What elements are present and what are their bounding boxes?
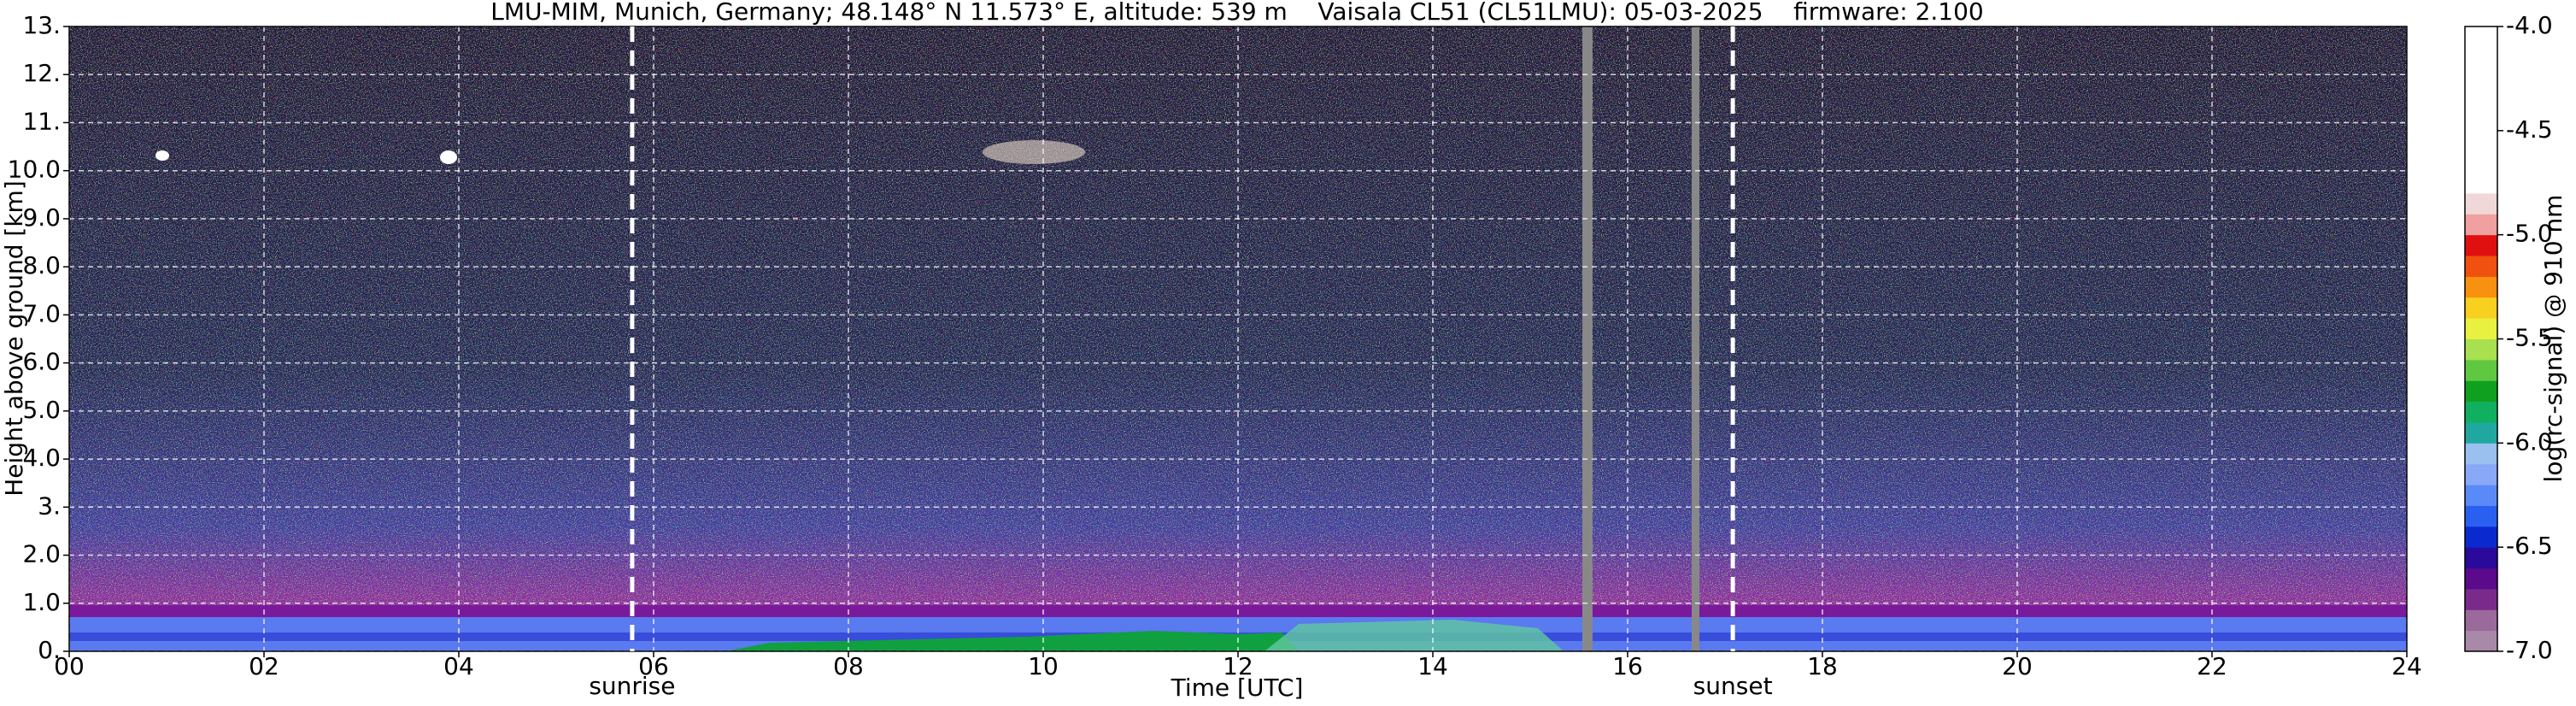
colorbar-swatch	[2465, 234, 2497, 256]
colorbar-swatch	[2465, 630, 2497, 652]
colorbar-tick-label: -6.5	[2506, 532, 2553, 560]
colorbar-swatch	[2465, 68, 2497, 90]
colorbar-swatch	[2465, 421, 2497, 444]
cloud-speck	[440, 150, 457, 164]
x-tick-label: 24	[2391, 652, 2422, 680]
x-tick-label: 02	[249, 652, 279, 680]
x-tick-label: 22	[2197, 652, 2227, 680]
x-tick-label: 06	[638, 652, 669, 680]
y-tick-label: 5.0	[22, 396, 61, 424]
x-tick-label: 12	[1223, 652, 1253, 680]
colorbar-swatch	[2465, 463, 2497, 485]
colorbar-swatch	[2465, 192, 2497, 215]
data-gap	[1692, 26, 1699, 651]
colorbar-swatch	[2465, 526, 2497, 548]
y-tick-label: 12.	[22, 59, 61, 87]
y-tick-label: 11.	[22, 107, 61, 135]
colorbar-swatch	[2465, 485, 2497, 506]
colorbar-swatch	[2465, 172, 2497, 194]
colorbar-swatch	[2465, 47, 2497, 69]
colorbar-tick-label: -6.0	[2506, 427, 2553, 456]
y-tick-label: 1.0	[22, 588, 61, 616]
colorbar-swatch	[2465, 109, 2497, 132]
y-tick-label: 9.0	[22, 203, 61, 232]
colorbar-swatch	[2465, 26, 2497, 48]
data-gap	[1582, 26, 1593, 651]
annotation-label: sunrise	[589, 672, 675, 700]
x-tick-label: 14	[1417, 652, 1448, 680]
colorbar-swatch	[2465, 256, 2497, 277]
green-layer	[726, 631, 1299, 651]
y-tick-label: 10.0	[8, 156, 61, 184]
colorbar-swatch	[2465, 588, 2497, 610]
y-tick-label: 0.	[38, 636, 61, 664]
colorbar-swatch	[2465, 89, 2497, 110]
x-tick-label: 00	[54, 652, 85, 680]
x-axis-label: Time [UTC]	[1171, 674, 1304, 702]
colorbar-tick-label: -4.0	[2506, 11, 2553, 39]
colorbar-swatch	[2465, 338, 2497, 361]
colorbar-swatch	[2465, 547, 2497, 569]
colorbar-swatch	[2465, 380, 2497, 403]
y-tick-label: 6.0	[22, 348, 61, 376]
colorbar-frame	[2464, 26, 2498, 652]
cloud-patch	[983, 140, 1085, 164]
colorbar-tick-label: -5.0	[2506, 220, 2553, 248]
colorbar-swatch	[2465, 276, 2497, 298]
x-tick-label: 08	[833, 652, 864, 680]
colorbar-swatch	[2465, 568, 2497, 590]
cloud-speck	[155, 150, 169, 161]
colorbar-swatch	[2465, 443, 2497, 465]
colorbar-tick-label: -4.5	[2506, 115, 2553, 144]
y-tick-label: 2.0	[22, 540, 61, 568]
colorbar-swatch	[2465, 318, 2497, 339]
annotation-label: sunset	[1693, 672, 1773, 700]
y-tick-label: 4.0	[22, 444, 61, 472]
y-tick-label: 8.0	[22, 251, 61, 279]
x-tick-label: 20	[2002, 652, 2033, 680]
x-tick-label: 16	[1612, 652, 1643, 680]
x-tick-label: 18	[1807, 652, 1838, 680]
colorbar-swatch	[2465, 505, 2497, 527]
chart-title: LMU-MIM, Munich, Germany; 48.148° N 11.5…	[490, 0, 1984, 26]
y-tick-label: 13.	[22, 11, 61, 39]
y-tick-label: 7.0	[22, 299, 61, 327]
y-tick-label: 3.	[38, 491, 61, 520]
colorbar-swatch	[2465, 359, 2497, 381]
x-tick-label: 10	[1028, 652, 1059, 680]
colorbar-swatch	[2465, 297, 2497, 319]
colorbar-swatch	[2465, 130, 2497, 152]
colorbar-swatch	[2465, 401, 2497, 423]
colorbar-label: log(rc-signal) @ 910 nm	[2539, 195, 2567, 483]
colorbar-swatch	[2465, 214, 2497, 236]
y-axis-label: Height above ground [km]	[0, 180, 28, 497]
cyan-layer	[1265, 620, 1564, 651]
colorbar-tick-label: -7.0	[2506, 636, 2553, 664]
colorbar-swatch	[2465, 151, 2497, 174]
colorbar-swatch	[2465, 609, 2497, 632]
x-tick-label: 04	[443, 652, 474, 680]
colorbar-tick-label: -5.5	[2506, 324, 2553, 352]
